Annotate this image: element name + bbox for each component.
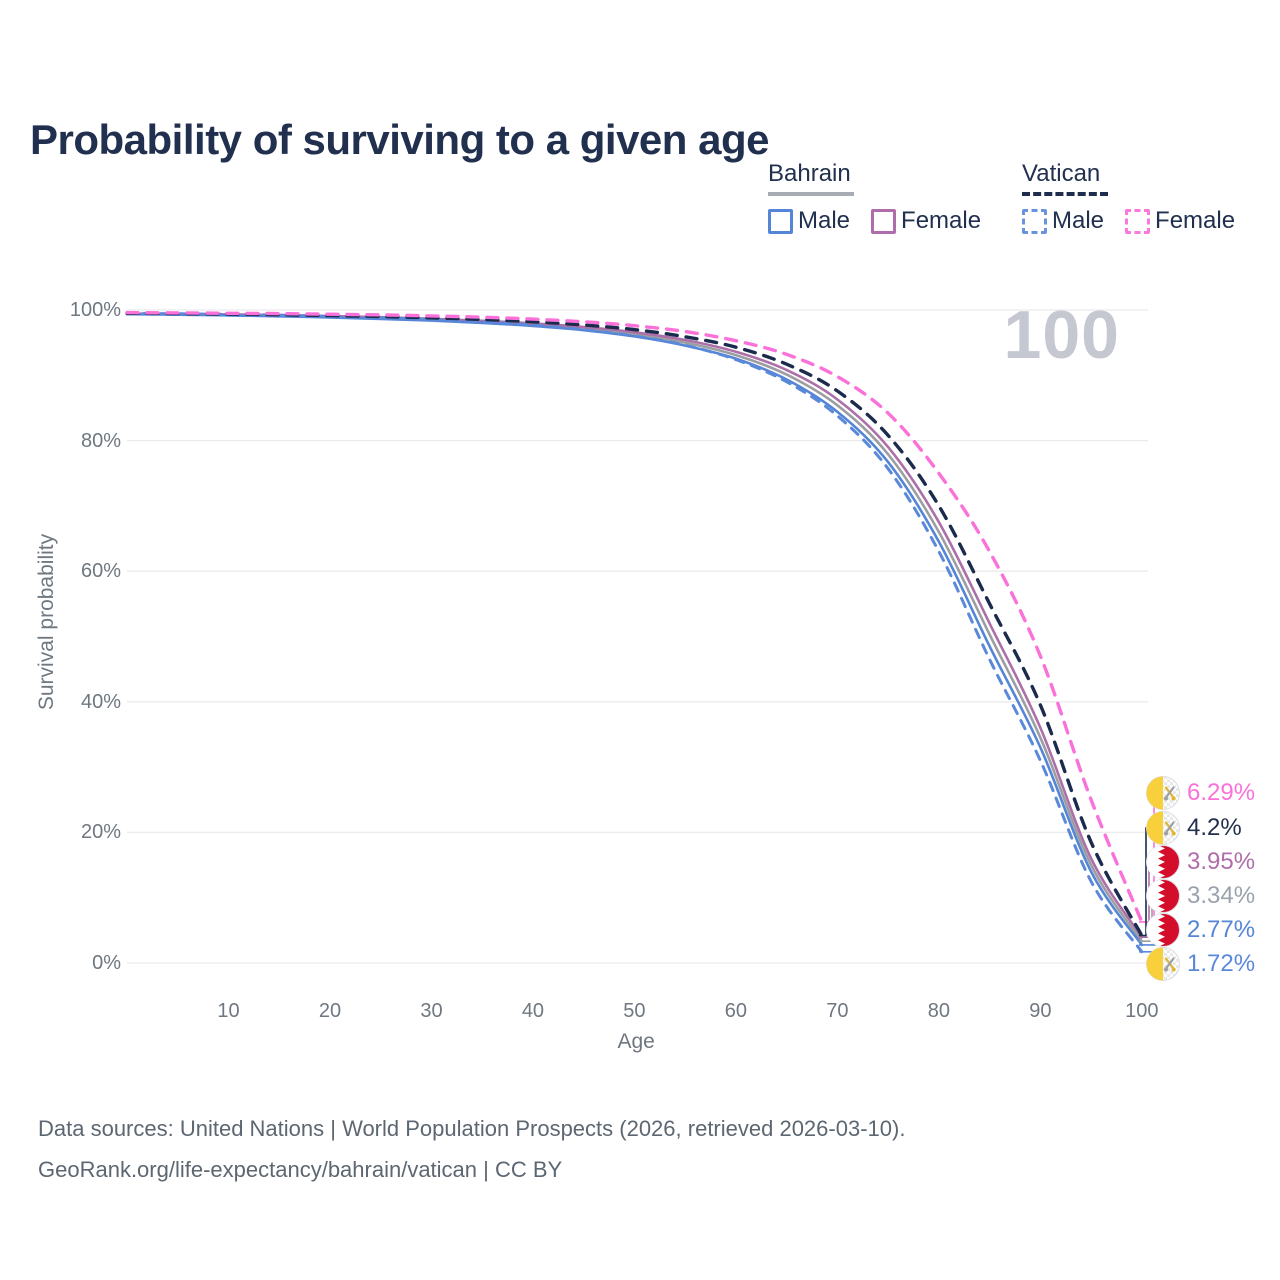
- series-line-vatican-female[interactable]: [125, 310, 1144, 924]
- end-label-bahrain-female: 3.95%: [1146, 845, 1255, 879]
- y-axis-title: Survival probability: [35, 533, 58, 711]
- y-tick-60%: 60%: [80, 560, 121, 583]
- x-tick-80: 80: [927, 1000, 950, 1022]
- end-label-bahrain-male: 2.77%: [1146, 913, 1255, 947]
- legend-item-vatican-male[interactable]: Male: [1052, 207, 1105, 234]
- y-tick-0%: 0%: [92, 952, 121, 974]
- series-line-vatican-male[interactable]: [125, 311, 1144, 954]
- end-label-vatican-female: 6.29%: [1146, 776, 1255, 810]
- legend-swatch-bahrain-male[interactable]: [768, 208, 793, 234]
- end-label-bahrain-both-sexes: 3.34%: [1146, 879, 1255, 913]
- bahrain-flag-icon: [1146, 913, 1180, 947]
- x-tick-30: 30: [420, 1000, 443, 1022]
- y-tick-80%: 80%: [80, 429, 121, 452]
- legend-linestyle-vatican: [1022, 192, 1108, 196]
- end-label-value: 2.77%: [1187, 916, 1256, 943]
- legend-item-bahrain-female[interactable]: Female: [901, 207, 982, 234]
- y-tick-40%: 40%: [80, 690, 121, 713]
- bahrain-flag-icon: [1146, 845, 1180, 879]
- legend-item-vatican-female[interactable]: Female: [1155, 207, 1236, 234]
- legend-linestyle-bahrain: [768, 192, 854, 196]
- legend-group-bahrain: Bahrain Male Female: [768, 160, 1002, 235]
- vatican-flag-icon: [1146, 776, 1180, 810]
- legend-swatch-bahrain-female[interactable]: [871, 208, 897, 234]
- end-label-vatican-male: 1.72%: [1146, 947, 1255, 981]
- attribution-line: GeoRank.org/life-expectancy/bahrain/vati…: [38, 1157, 563, 1182]
- end-label-value: 4.2%: [1187, 814, 1242, 841]
- end-label-value: 3.34%: [1187, 882, 1256, 909]
- legend-swatch-vatican-female[interactable]: [1125, 208, 1151, 234]
- x-tick-90: 90: [1029, 1000, 1052, 1022]
- vatican-flag-icon: [1146, 811, 1180, 845]
- legend-country-bahrain: Bahrain: [768, 160, 851, 187]
- end-label-value: 6.29%: [1187, 779, 1256, 806]
- y-tick-100%: 100%: [69, 299, 121, 321]
- x-tick-50: 50: [623, 1000, 646, 1022]
- end-label-vatican-both-sexes: 4.2%: [1146, 811, 1242, 845]
- series-line-bahrain-female[interactable]: [125, 312, 1144, 939]
- legend-swatch-vatican-male[interactable]: [1022, 208, 1047, 234]
- page-title: Probability of surviving to a given age: [30, 116, 769, 164]
- legend-item-bahrain-male[interactable]: Male: [798, 207, 851, 234]
- x-tick-100: 100: [1125, 1000, 1159, 1022]
- x-tick-60: 60: [724, 1000, 748, 1022]
- x-tick-20: 20: [318, 1000, 342, 1022]
- x-tick-40: 40: [521, 1000, 545, 1022]
- footer: Data sources: United Nations | World Pop…: [38, 1108, 905, 1190]
- legend-group-vatican: Vatican Male Female: [1022, 160, 1256, 235]
- series-line-bahrain-both-sexes[interactable]: [125, 312, 1144, 943]
- data-source-line: Data sources: United Nations | World Pop…: [38, 1116, 906, 1141]
- x-axis-title: Age: [617, 1030, 655, 1053]
- age-watermark: 100: [1003, 297, 1120, 373]
- bahrain-flag-icon: [1146, 879, 1180, 913]
- end-label-value: 3.95%: [1187, 848, 1256, 875]
- y-tick-20%: 20%: [80, 821, 121, 844]
- x-tick-10: 10: [217, 1000, 240, 1022]
- series-line-bahrain-male[interactable]: [125, 312, 1144, 947]
- end-label-value: 1.72%: [1187, 950, 1256, 977]
- x-tick-70: 70: [826, 1000, 849, 1022]
- vatican-flag-icon: [1146, 947, 1180, 981]
- legend-country-vatican: Vatican: [1022, 160, 1101, 187]
